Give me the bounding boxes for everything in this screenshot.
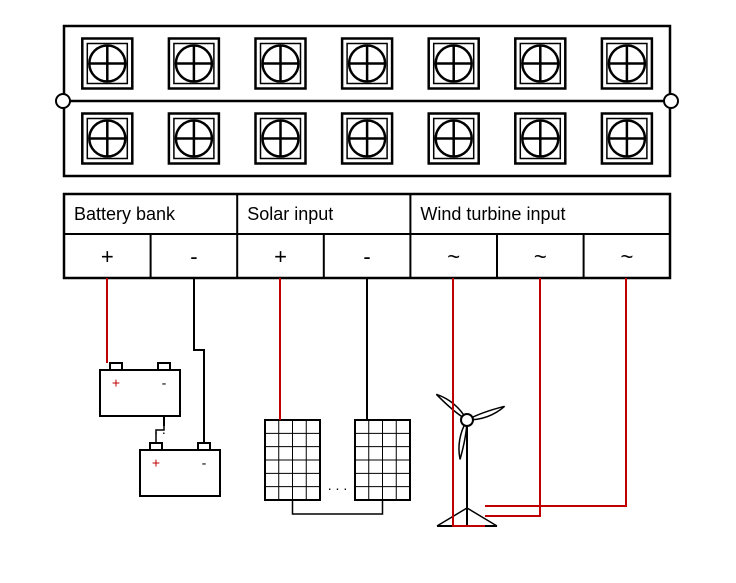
polarity-symbol: - (363, 244, 370, 269)
terminal-screw (82, 114, 132, 164)
battery-1: +- (100, 363, 180, 416)
terminal-screw (429, 39, 479, 89)
solar-panel-1 (265, 420, 320, 500)
terminal-screw (256, 39, 306, 89)
polarity-symbol: ~ (447, 244, 460, 269)
solar-panel-2 (355, 420, 410, 500)
svg-text:+: + (152, 455, 160, 471)
terminal-screw (602, 114, 652, 164)
svg-text:-: - (162, 375, 167, 391)
section-label: Solar input (247, 204, 333, 224)
section-label: Wind turbine input (420, 204, 565, 224)
terminal-screw (342, 114, 392, 164)
terminal-screw (342, 39, 392, 89)
terminal-screw (256, 114, 306, 164)
battery-2: +- (140, 443, 220, 496)
polarity-symbol: + (274, 244, 287, 269)
terminal-screw (429, 114, 479, 164)
terminal-screw (169, 39, 219, 89)
svg-text:-: - (202, 455, 207, 471)
terminal-screw (515, 39, 565, 89)
label-panel: Battery bank + - Solar input + - Wind turbine … (64, 194, 670, 278)
polarity-symbol: ~ (620, 244, 633, 269)
section-label: Battery bank (74, 204, 176, 224)
polarity-symbol: ~ (534, 244, 547, 269)
ellipsis: . . . (328, 477, 347, 493)
polarity-symbol: - (190, 244, 197, 269)
terminal-screw (515, 114, 565, 164)
wind-wires (453, 278, 626, 526)
polarity-symbol: + (101, 244, 114, 269)
battery-wires: . . (107, 278, 204, 443)
terminal-screw (602, 39, 652, 89)
terminal-block (56, 26, 678, 176)
terminal-screw (82, 39, 132, 89)
svg-text:+: + (112, 375, 120, 391)
terminal-screw (169, 114, 219, 164)
